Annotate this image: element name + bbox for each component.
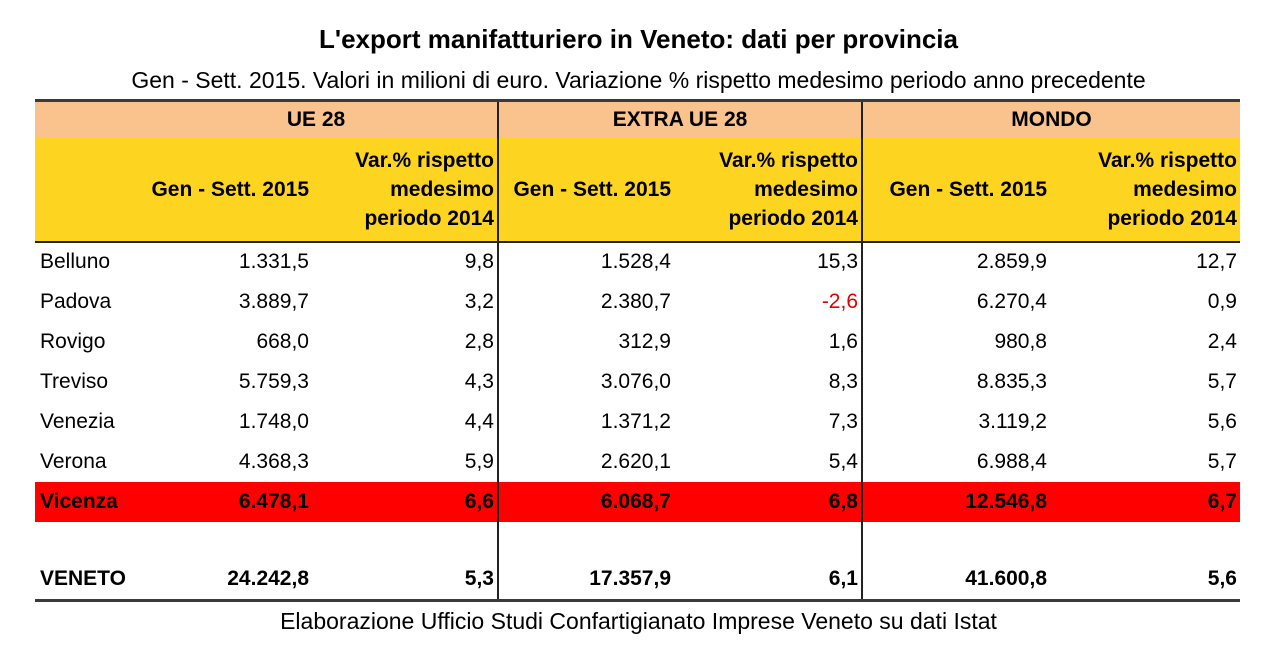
table-row: Treviso 5.759,3 4,3 3.076,0 8,3 8.835,3 … xyxy=(35,361,1240,402)
value-ue28: 6.478,1 xyxy=(135,481,317,522)
value-extra-ue28: 2.380,7 xyxy=(600,289,671,313)
var-extra-ue28: 15,3 xyxy=(679,241,863,282)
var-extra-ue28: 5,4 xyxy=(679,441,863,482)
value-mondo: 980,8 xyxy=(994,329,1047,353)
var-ue28: 3,2 xyxy=(317,281,499,322)
group-header-extra-ue28: EXTRA UE 28 xyxy=(498,99,863,138)
total-var-mondo: 5,6 xyxy=(1055,559,1240,602)
var-mondo: 5,6 xyxy=(1207,409,1237,433)
value-extra-ue28: 3.076,0 xyxy=(600,369,671,393)
var-ue28: 9,8 xyxy=(317,241,499,282)
province-name: Padova xyxy=(40,289,112,313)
value-mondo: 6.270,4 xyxy=(976,289,1047,313)
var-label-line-2: medesimo xyxy=(1133,177,1237,201)
column-header-period: Gen - Sett. 2015 xyxy=(135,137,317,243)
group-header-row: UE 28 EXTRA UE 28 MONDO xyxy=(35,99,1240,138)
total-value-mondo: 41.600,8 xyxy=(862,559,1055,602)
value-extra-ue28: 1.528,4 xyxy=(600,250,671,273)
value-mondo: 2.859,9 xyxy=(976,250,1047,273)
var-label-line-2: medesimo xyxy=(390,177,494,201)
total-name: VENETO xyxy=(35,559,135,602)
value-ue28: 3.889,7 xyxy=(238,289,309,313)
province-name: Vicenza xyxy=(35,481,135,522)
column-header-empty xyxy=(35,137,135,243)
column-header-var: Var.% rispetto medesimo periodo 2014 xyxy=(1055,137,1240,243)
total-row: VENETO 24.242,8 5,3 17.357,9 6,1 41.600,… xyxy=(35,559,1240,602)
var-mondo: 6,7 xyxy=(1055,481,1240,522)
var-extra-ue28: 7,3 xyxy=(679,401,863,442)
table-row: Padova 3.889,7 3,2 2.380,7 -2,6 6.270,4 … xyxy=(35,281,1240,322)
total-value-extra-ue28: 17.357,9 xyxy=(498,559,679,602)
province-name: Verona xyxy=(40,449,107,473)
spacer-row xyxy=(35,521,1240,560)
var-label-line-3: periodo 2014 xyxy=(1107,206,1237,230)
province-name: Venezia xyxy=(40,409,115,433)
value-extra-ue28: 312,9 xyxy=(618,329,671,353)
column-header-period: Gen - Sett. 2015 xyxy=(862,137,1055,243)
var-mondo: 5,7 xyxy=(1207,449,1237,473)
var-ue28: 6,6 xyxy=(317,481,499,522)
total-var-ue28: 5,3 xyxy=(317,559,499,602)
table-row: Rovigo 668,0 2,8 312,9 1,6 980,8 2,4 xyxy=(35,321,1240,362)
var-label-line-1: Var.% rispetto xyxy=(719,148,858,172)
var-extra-ue28: 8,3 xyxy=(679,361,863,402)
table-row: Venezia 1.748,0 4,4 1.371,2 7,3 3.119,2 … xyxy=(35,401,1240,442)
table-row: Belluno 1.331,5 9,8 1.528,4 15,3 2.859,9… xyxy=(35,241,1240,282)
column-header-var: Var.% rispetto medesimo periodo 2014 xyxy=(317,137,499,243)
var-extra-ue28: 1,6 xyxy=(679,321,863,362)
column-header-var: Var.% rispetto medesimo periodo 2014 xyxy=(679,137,863,243)
var-label-line-1: Var.% rispetto xyxy=(355,148,494,172)
value-extra-ue28: 2.620,1 xyxy=(600,449,671,473)
table-row-highlighted: Vicenza 6.478,1 6,6 6.068,7 6,8 12.546,8… xyxy=(35,481,1240,522)
var-mondo: 12,7 xyxy=(1196,250,1237,273)
group-header-ue28: UE 28 xyxy=(135,99,499,138)
total-var-extra-ue28: 6,1 xyxy=(679,559,863,602)
var-extra-ue28: -2,6 xyxy=(679,281,863,322)
source-footer: Elaborazione Ufficio Studi Confartigiana… xyxy=(280,608,997,634)
value-extra-ue28: 6.068,7 xyxy=(498,481,679,522)
value-ue28: 1.748,0 xyxy=(238,409,309,433)
var-ue28: 4,3 xyxy=(317,361,499,402)
province-name: Rovigo xyxy=(40,329,106,353)
table-row: Verona 4.368,3 5,9 2.620,1 5,4 6.988,4 5… xyxy=(35,441,1240,482)
province-name: Belluno xyxy=(40,250,111,273)
value-ue28: 668,0 xyxy=(256,329,309,353)
page-subtitle: Gen - Sett. 2015. Valori in milioni di e… xyxy=(131,67,1146,93)
var-label-line-3: periodo 2014 xyxy=(364,206,494,230)
column-header-row: Gen - Sett. 2015 Var.% rispetto medesimo… xyxy=(35,137,1240,243)
value-mondo: 6.988,4 xyxy=(976,449,1047,473)
province-name: Treviso xyxy=(40,369,109,393)
group-header-mondo: MONDO xyxy=(862,99,1240,138)
column-header-period: Gen - Sett. 2015 xyxy=(498,137,679,243)
page-title: L'export manifatturiero in Veneto: dati … xyxy=(319,24,958,54)
group-header-empty xyxy=(35,99,135,138)
var-mondo: 0,9 xyxy=(1207,289,1237,313)
var-label-line-3: periodo 2014 xyxy=(728,206,858,230)
var-ue28: 4,4 xyxy=(317,401,499,442)
value-mondo: 12.546,8 xyxy=(862,481,1055,522)
var-ue28: 2,8 xyxy=(317,321,499,362)
value-ue28: 1.331,5 xyxy=(238,250,309,273)
var-label-line-1: Var.% rispetto xyxy=(1098,148,1237,172)
value-ue28: 5.759,3 xyxy=(238,369,309,393)
export-table: UE 28 EXTRA UE 28 MONDO Gen - Sett. 2015… xyxy=(35,99,1240,602)
total-value-ue28: 24.242,8 xyxy=(135,559,317,602)
var-extra-ue28: 6,8 xyxy=(679,481,863,522)
value-extra-ue28: 1.371,2 xyxy=(600,409,671,433)
value-mondo: 3.119,2 xyxy=(978,409,1047,433)
value-ue28: 4.368,3 xyxy=(238,449,309,473)
var-label-line-2: medesimo xyxy=(754,177,858,201)
value-mondo: 8.835,3 xyxy=(976,369,1047,393)
var-mondo: 2,4 xyxy=(1207,329,1237,353)
var-mondo: 5,7 xyxy=(1207,369,1237,393)
var-ue28: 5,9 xyxy=(317,441,499,482)
